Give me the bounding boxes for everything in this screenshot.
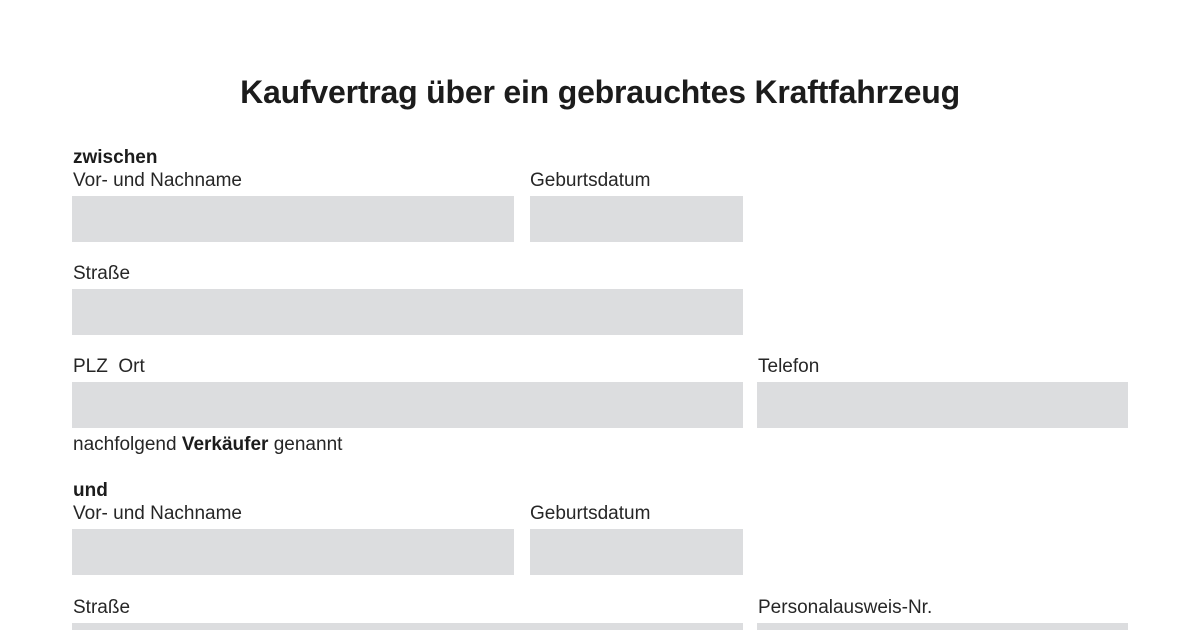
- seller-city-label: PLZ Ort: [73, 356, 145, 377]
- seller-note-prefix: nachfolgend: [73, 434, 182, 455]
- page-title: Kaufvertrag über ein gebrauchtes Kraftfa…: [240, 74, 960, 110]
- seller-phone-label: Telefon: [758, 356, 820, 377]
- buyer-street-label: Straße: [73, 597, 131, 618]
- seller-birthdate-label: Geburtsdatum: [530, 170, 651, 191]
- seller-name-label: Vor- und Nachname: [73, 170, 242, 191]
- seller-role-note: nachfolgend Verkäufer genannt: [73, 434, 342, 456]
- seller-street-field[interactable]: [72, 289, 743, 335]
- seller-name-field[interactable]: [72, 196, 514, 242]
- seller-street-label: Straße: [73, 263, 131, 284]
- buyer-id-label: Personalausweis-Nr.: [758, 597, 933, 618]
- seller-phone-field[interactable]: [757, 382, 1128, 428]
- buyer-name-field[interactable]: [72, 529, 514, 575]
- buyer-birthdate-label: Geburtsdatum: [530, 503, 651, 524]
- buyer-street-field[interactable]: [72, 623, 743, 630]
- seller-role-term: Verkäufer: [181, 434, 269, 455]
- buyer-section-label: und: [73, 480, 108, 501]
- seller-note-suffix: genannt: [268, 434, 343, 455]
- buyer-name-label: Vor- und Nachname: [73, 503, 242, 524]
- buyer-birthdate-field[interactable]: [530, 529, 743, 575]
- buyer-id-field[interactable]: [757, 623, 1128, 630]
- seller-birthdate-field[interactable]: [530, 196, 743, 242]
- seller-section-label: zwischen: [73, 147, 158, 168]
- seller-city-field[interactable]: [72, 382, 743, 428]
